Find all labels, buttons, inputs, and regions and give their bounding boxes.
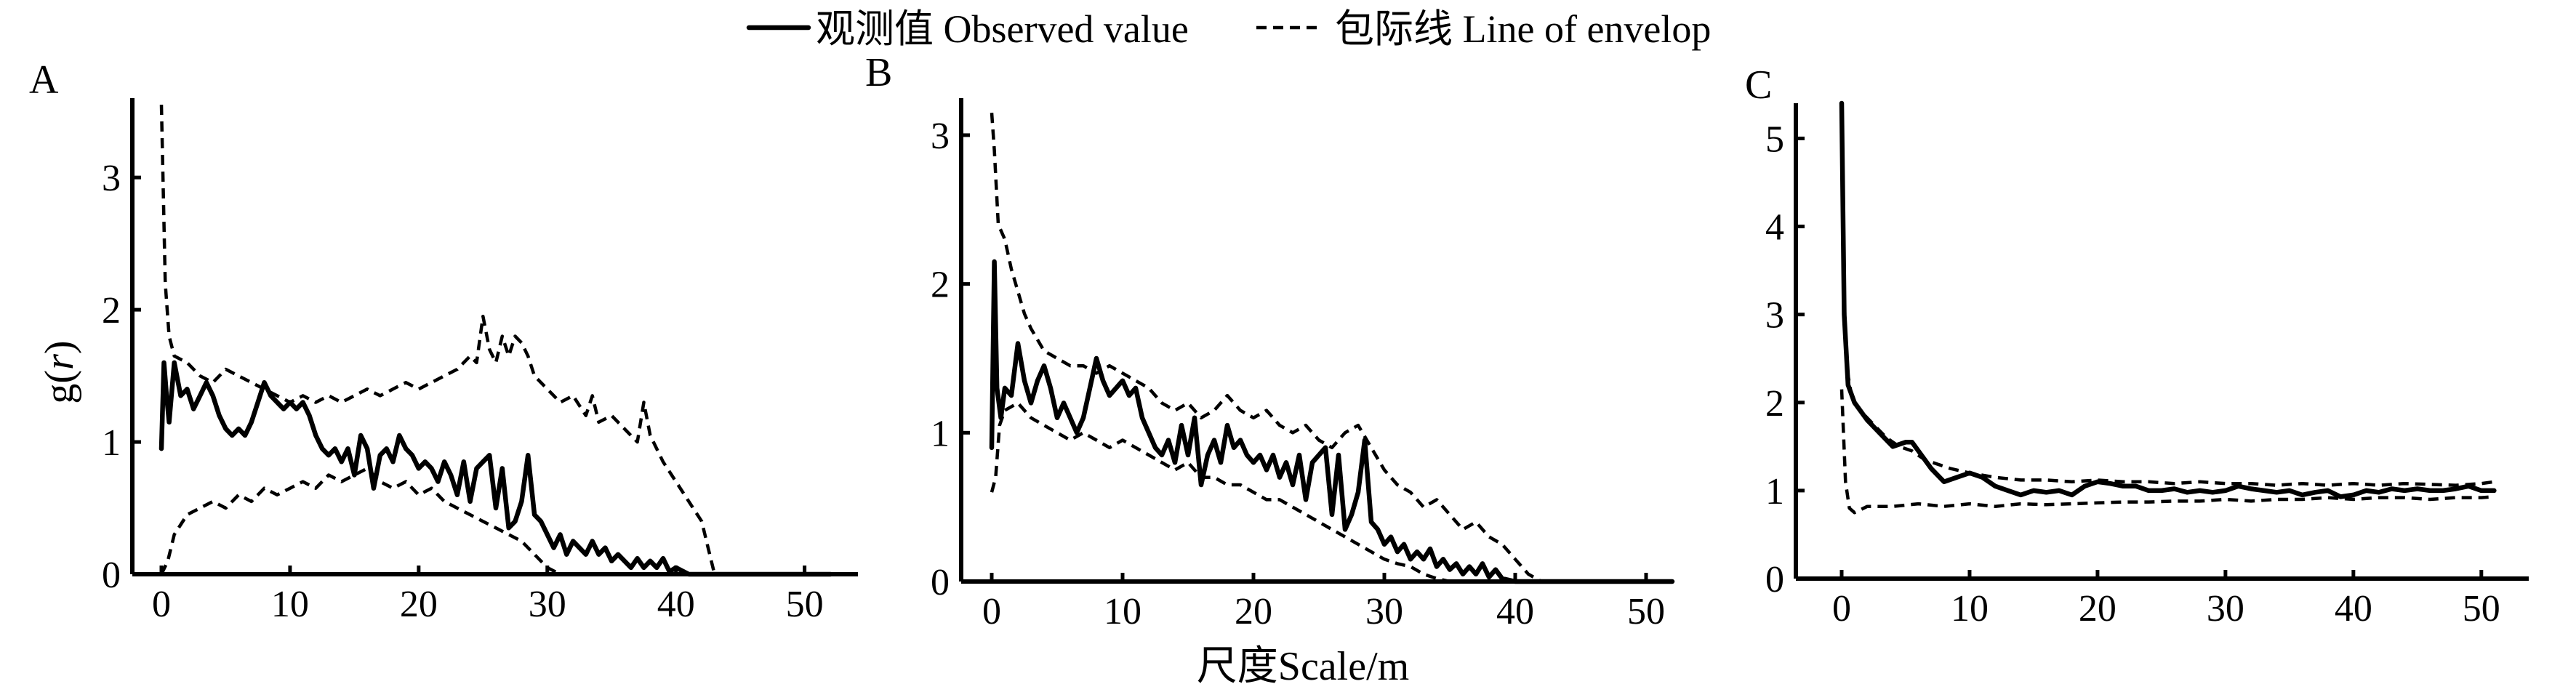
observed-value-line-c-0 [1839,100,2497,499]
y-tick-label: 3 [102,158,121,199]
envelope-line-a-1 [159,105,716,575]
envelope-line-c-2 [1839,389,2495,515]
y-axis-title-g: g [37,384,82,404]
y-tick-label: 2 [1765,383,1784,425]
x-tick-label: 10 [271,584,309,625]
y-tick-label: 0 [1765,559,1784,600]
y-tick-label: 2 [102,290,121,331]
panel-c: C 0 10 20 30 40 50 0 1 2 3 4 5 [1745,63,2529,629]
x-tick-label: 50 [1627,591,1665,632]
panel-label-c: C [1745,63,1772,108]
panel-label-a: A [29,57,59,102]
y-tick-label: 1 [102,422,121,464]
envelope-line-c-1 [1839,102,2495,487]
x-tick-label: 0 [152,584,171,625]
x-tick-label: 40 [2335,588,2372,629]
x-tick-label: 30 [2207,588,2244,629]
y-axis-title: g(r) [37,340,82,403]
panel-a-series [159,105,833,577]
x-tick-label: 50 [2463,588,2500,629]
x-tick-label: 40 [1496,591,1534,632]
y-tick-label: 3 [931,116,950,157]
panel-a-ticks: 0 10 20 30 40 50 0 1 2 3 [102,158,824,625]
panel-b-ticks: 0 10 20 30 40 50 0 1 2 3 [931,116,1665,632]
x-tick-label: 30 [529,584,566,625]
panel-c-ticks: 0 10 20 30 40 50 0 1 2 3 4 5 [1765,118,2500,629]
legend: 观测值 Observed value 包际线 Line of envelop [746,7,1711,51]
x-tick-label: 10 [1104,591,1141,632]
y-tick-label: 1 [1765,471,1784,512]
y-tick-label: 0 [931,562,950,603]
x-tick-label: 0 [982,591,1001,632]
panel-label-b: B [865,50,892,95]
x-tick-label: 20 [1235,591,1272,632]
x-tick-label: 20 [400,584,438,625]
y-tick-label: 2 [931,265,950,306]
envelope-line-a-2 [159,467,574,576]
x-tick-label: 50 [786,584,824,625]
panel-b-series [989,113,1675,584]
y-tick-label: 5 [1765,118,1784,160]
x-tick-label: 30 [1365,591,1403,632]
x-axis-title: 尺度Scale/m [1197,644,1409,689]
observed-value-line-a-0 [159,360,833,577]
legend-observed-label: 观测值 Observed value [816,7,1189,51]
y-tick-label: 1 [931,413,950,454]
x-tick-label: 0 [1832,588,1851,629]
envelope-line-b-1 [990,113,1543,583]
legend-envelope-label: 包际线 Line of envelop [1335,7,1711,51]
panel-c-series [1839,100,2497,515]
panel-b: B 0 10 20 30 40 50 0 1 2 3 [865,50,1675,632]
envelope-line-b-2 [990,401,1450,584]
y-axis-title-r: r [37,354,82,370]
y-tick-label: 0 [102,555,121,596]
x-tick-label: 20 [2079,588,2116,629]
panel-a: A g(r) 0 10 20 30 40 50 0 1 2 3 [29,57,858,625]
y-tick-label: 3 [1765,295,1784,337]
x-tick-label: 40 [657,584,695,625]
observed-value-line-b-0 [989,259,1675,584]
y-tick-label: 4 [1765,207,1784,249]
x-tick-label: 10 [1951,588,1989,629]
